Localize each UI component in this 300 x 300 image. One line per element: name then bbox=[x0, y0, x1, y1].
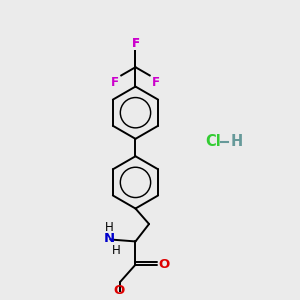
Text: F: F bbox=[152, 76, 160, 89]
Text: Cl: Cl bbox=[205, 134, 221, 149]
Text: H: H bbox=[105, 221, 114, 234]
Text: O: O bbox=[159, 258, 170, 271]
Text: N: N bbox=[104, 232, 115, 245]
Text: H: H bbox=[112, 244, 121, 257]
Text: O: O bbox=[113, 284, 125, 297]
Text: F: F bbox=[111, 76, 119, 89]
Text: F: F bbox=[131, 37, 140, 50]
Text: F: F bbox=[131, 37, 140, 50]
Text: H: H bbox=[230, 134, 243, 149]
